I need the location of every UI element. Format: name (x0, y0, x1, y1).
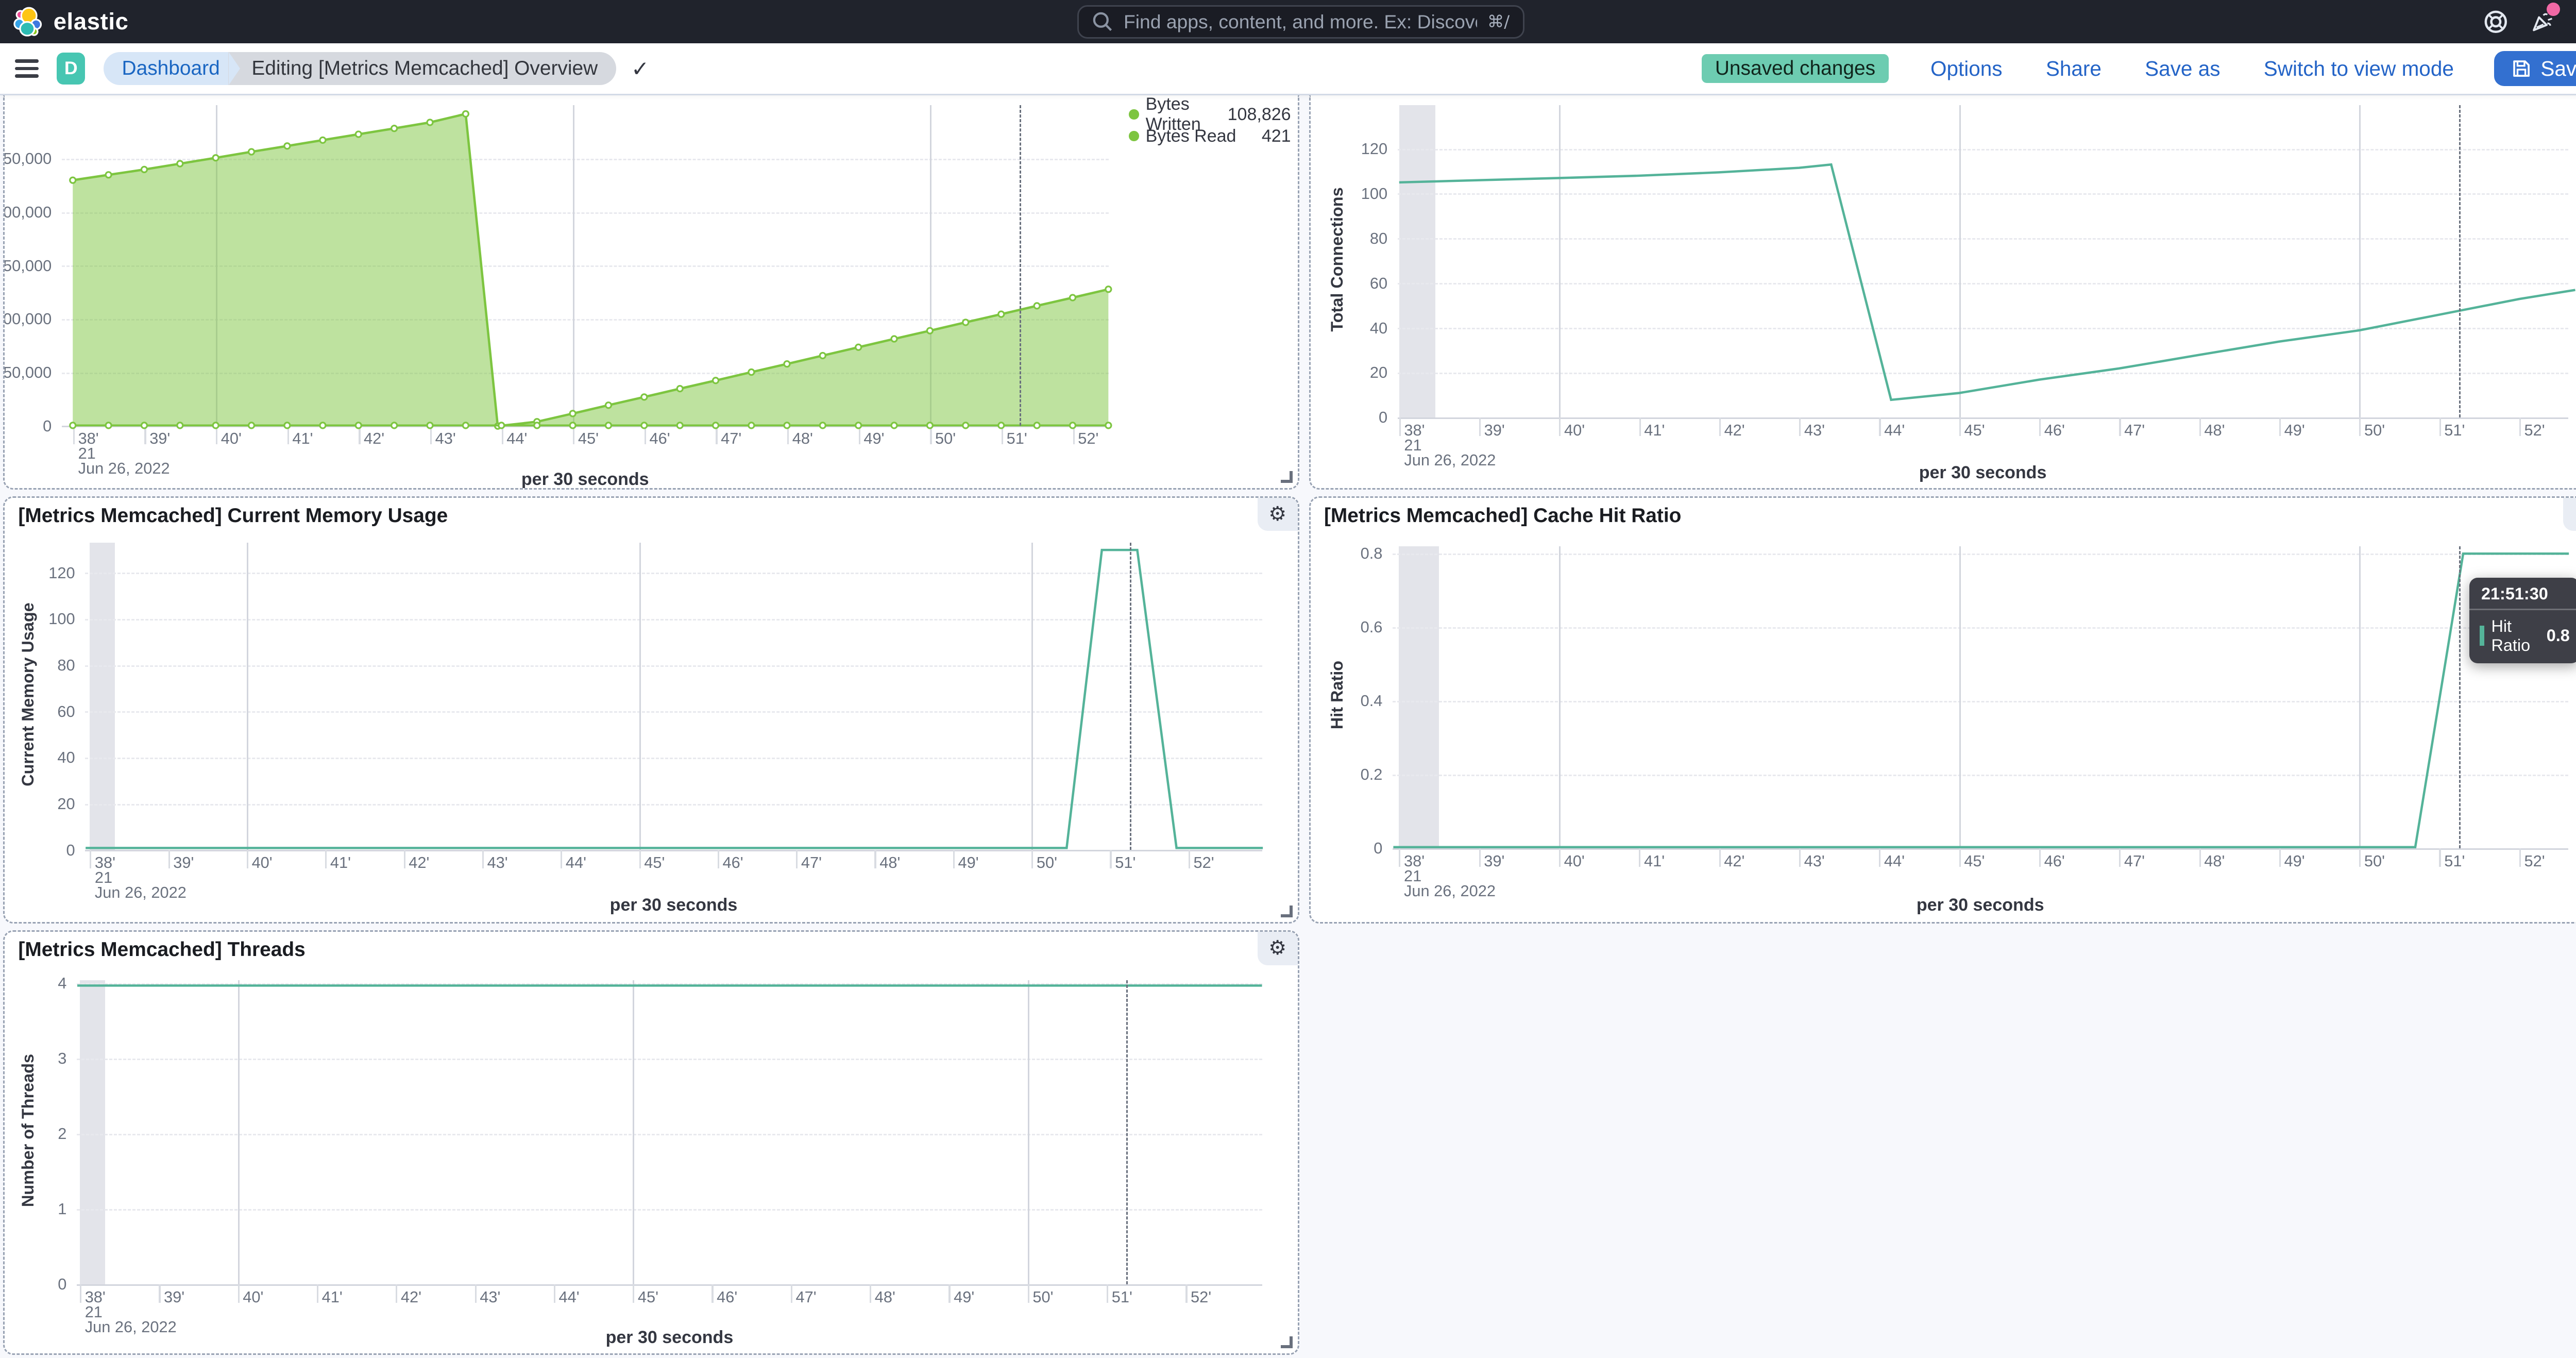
global-header: elastic Find apps, content, and more. Ex… (0, 0, 2576, 44)
breadcrumb: Dashboard Editing [Metrics Memcached] Ov… (103, 52, 616, 86)
panel-resize-handle[interactable] (1281, 1336, 1293, 1348)
breadcrumb-dashboard[interactable]: Dashboard (103, 52, 240, 86)
saved-check-icon: ✓ (631, 56, 650, 81)
search-placeholder: Find apps, content, and more. Ex: Discov… (1123, 10, 1478, 32)
legend-item-bytes-read[interactable]: Bytes Read 421 (1129, 125, 1291, 147)
panel-settings-button[interactable]: ⚙ (1257, 497, 1298, 531)
dashboard-toolbar: D Dashboard Editing [Metrics Memcached] … (0, 43, 2576, 95)
switch-view-mode-button[interactable]: Switch to view mode (2263, 56, 2454, 80)
life-ring-icon (2484, 10, 2507, 33)
panel-resize-handle[interactable] (1281, 905, 1293, 917)
header-actions: e (2483, 0, 2576, 43)
logo-text: elastic (53, 8, 129, 35)
gear-icon: ⚙ (1268, 936, 1287, 960)
search-icon (1093, 12, 1112, 31)
panel-resize-handle[interactable] (1281, 471, 1293, 483)
chart-series-svg (1393, 552, 2569, 848)
breadcrumb-current[interactable]: Editing [Metrics Memcached] Overview (228, 52, 616, 86)
elastic-logo-icon (13, 7, 42, 37)
notification-dot (2546, 2, 2560, 16)
toolbar-actions: Unsaved changes Options Share Save as Sw… (1701, 51, 2576, 87)
legend-label: Bytes Written (1145, 95, 1201, 134)
party-popper-icon (2533, 13, 2553, 31)
legend-value: 421 (1261, 126, 1291, 146)
elastic-logo[interactable]: elastic (0, 7, 128, 37)
chart-series-svg (86, 548, 1263, 849)
gear-icon: ⚙ (2574, 504, 2576, 525)
panel-memcached-bytes: 250,000200,000150,000100,00050,000038'39… (3, 95, 1299, 490)
series-dot-icon (1129, 109, 1139, 120)
save-as-button[interactable]: Save as (2145, 56, 2221, 80)
tooltip-value: 0.8 (2546, 626, 2570, 645)
chart-threads[interactable]: 4 3 2 1 0 38' 39' 40' 41' 42' 43' 44' 45' 46' 47' 48' 49… (5, 932, 1297, 1353)
panel-settings-button[interactable]: ⚙ (2563, 497, 2576, 531)
panel-title: [Metrics Memcached] Threads (18, 938, 306, 961)
gear-icon: ⚙ (1268, 502, 1287, 526)
help-button[interactable] (2483, 9, 2509, 35)
panel-current-memory-usage: [Metrics Memcached] Current Memory Usage… (3, 496, 1299, 924)
chart-current-memory-usage[interactable]: 120 100 80 60 40 20 0 38' 39' 40' 41' 42' 43' 44' 45' 4… (5, 498, 1297, 923)
chart-series-svg (1399, 163, 2575, 401)
newsfeed-button[interactable] (2530, 2, 2560, 35)
search-shortcut-hint: ⌘/ (1487, 12, 1510, 32)
legend-label: Bytes Read (1145, 126, 1236, 146)
chart-total-connections[interactable]: 120 100 80 60 40 20 0 38' 39' 40' 41' 42' 43' 44' 45' 4… (1311, 95, 2576, 488)
chart-legend: Bytes Written 108,826 Bytes Read 421 (1129, 95, 1291, 147)
share-button[interactable]: Share (2045, 56, 2102, 80)
save-button[interactable]: Save (2494, 51, 2576, 87)
tooltip-series-marker (2479, 626, 2485, 646)
series-dot-icon (1129, 131, 1139, 141)
global-search-input[interactable]: Find apps, content, and more. Ex: Discov… (1077, 5, 1525, 39)
tooltip-label: Hit Ratio (2491, 616, 2531, 655)
chart-tooltip: 21:51:30 Hit Ratio 0.8 (2469, 578, 2576, 663)
unsaved-changes-badge: Unsaved changes (1701, 54, 1889, 83)
panel-cache-hit-ratio: [Metrics Memcached] Cache Hit Ratio ⚙ 0.… (1309, 496, 2576, 924)
chart-cache-hit-ratio[interactable]: 0.8 0.6 0.4 0.2 0 38' 39' 40' 41' 42' 43' 44' 45' 46'… (1311, 498, 2576, 923)
deployment-badge[interactable]: D (57, 53, 86, 85)
chart-memcached-bytes[interactable]: 250,000200,000150,000100,00050,000038'39… (5, 95, 1297, 488)
panel-title: [Metrics Memcached] Current Memory Usage (18, 504, 448, 527)
chart-series-svg (77, 984, 1263, 987)
panel-settings-button[interactable]: ⚙ (1257, 932, 1298, 966)
menu-button[interactable] (15, 59, 39, 78)
legend-value: 108,826 (1227, 104, 1291, 124)
tooltip-time: 21:51:30 (2481, 584, 2548, 603)
panel-total-connections: 120 100 80 60 40 20 0 38' 39' 40' 41' 42' 43' 44' 45' 4… (1309, 95, 2576, 490)
save-floppy-icon (2513, 60, 2530, 77)
panel-threads: [Metrics Memcached] Threads ⚙ 4 3 2 1 0 38' 39… (3, 930, 1299, 1355)
panel-title: [Metrics Memcached] Cache Hit Ratio (1324, 504, 1682, 527)
options-button[interactable]: Options (1930, 56, 2003, 80)
legend-item-bytes-written[interactable]: Bytes Written 108,826 (1129, 95, 1291, 134)
